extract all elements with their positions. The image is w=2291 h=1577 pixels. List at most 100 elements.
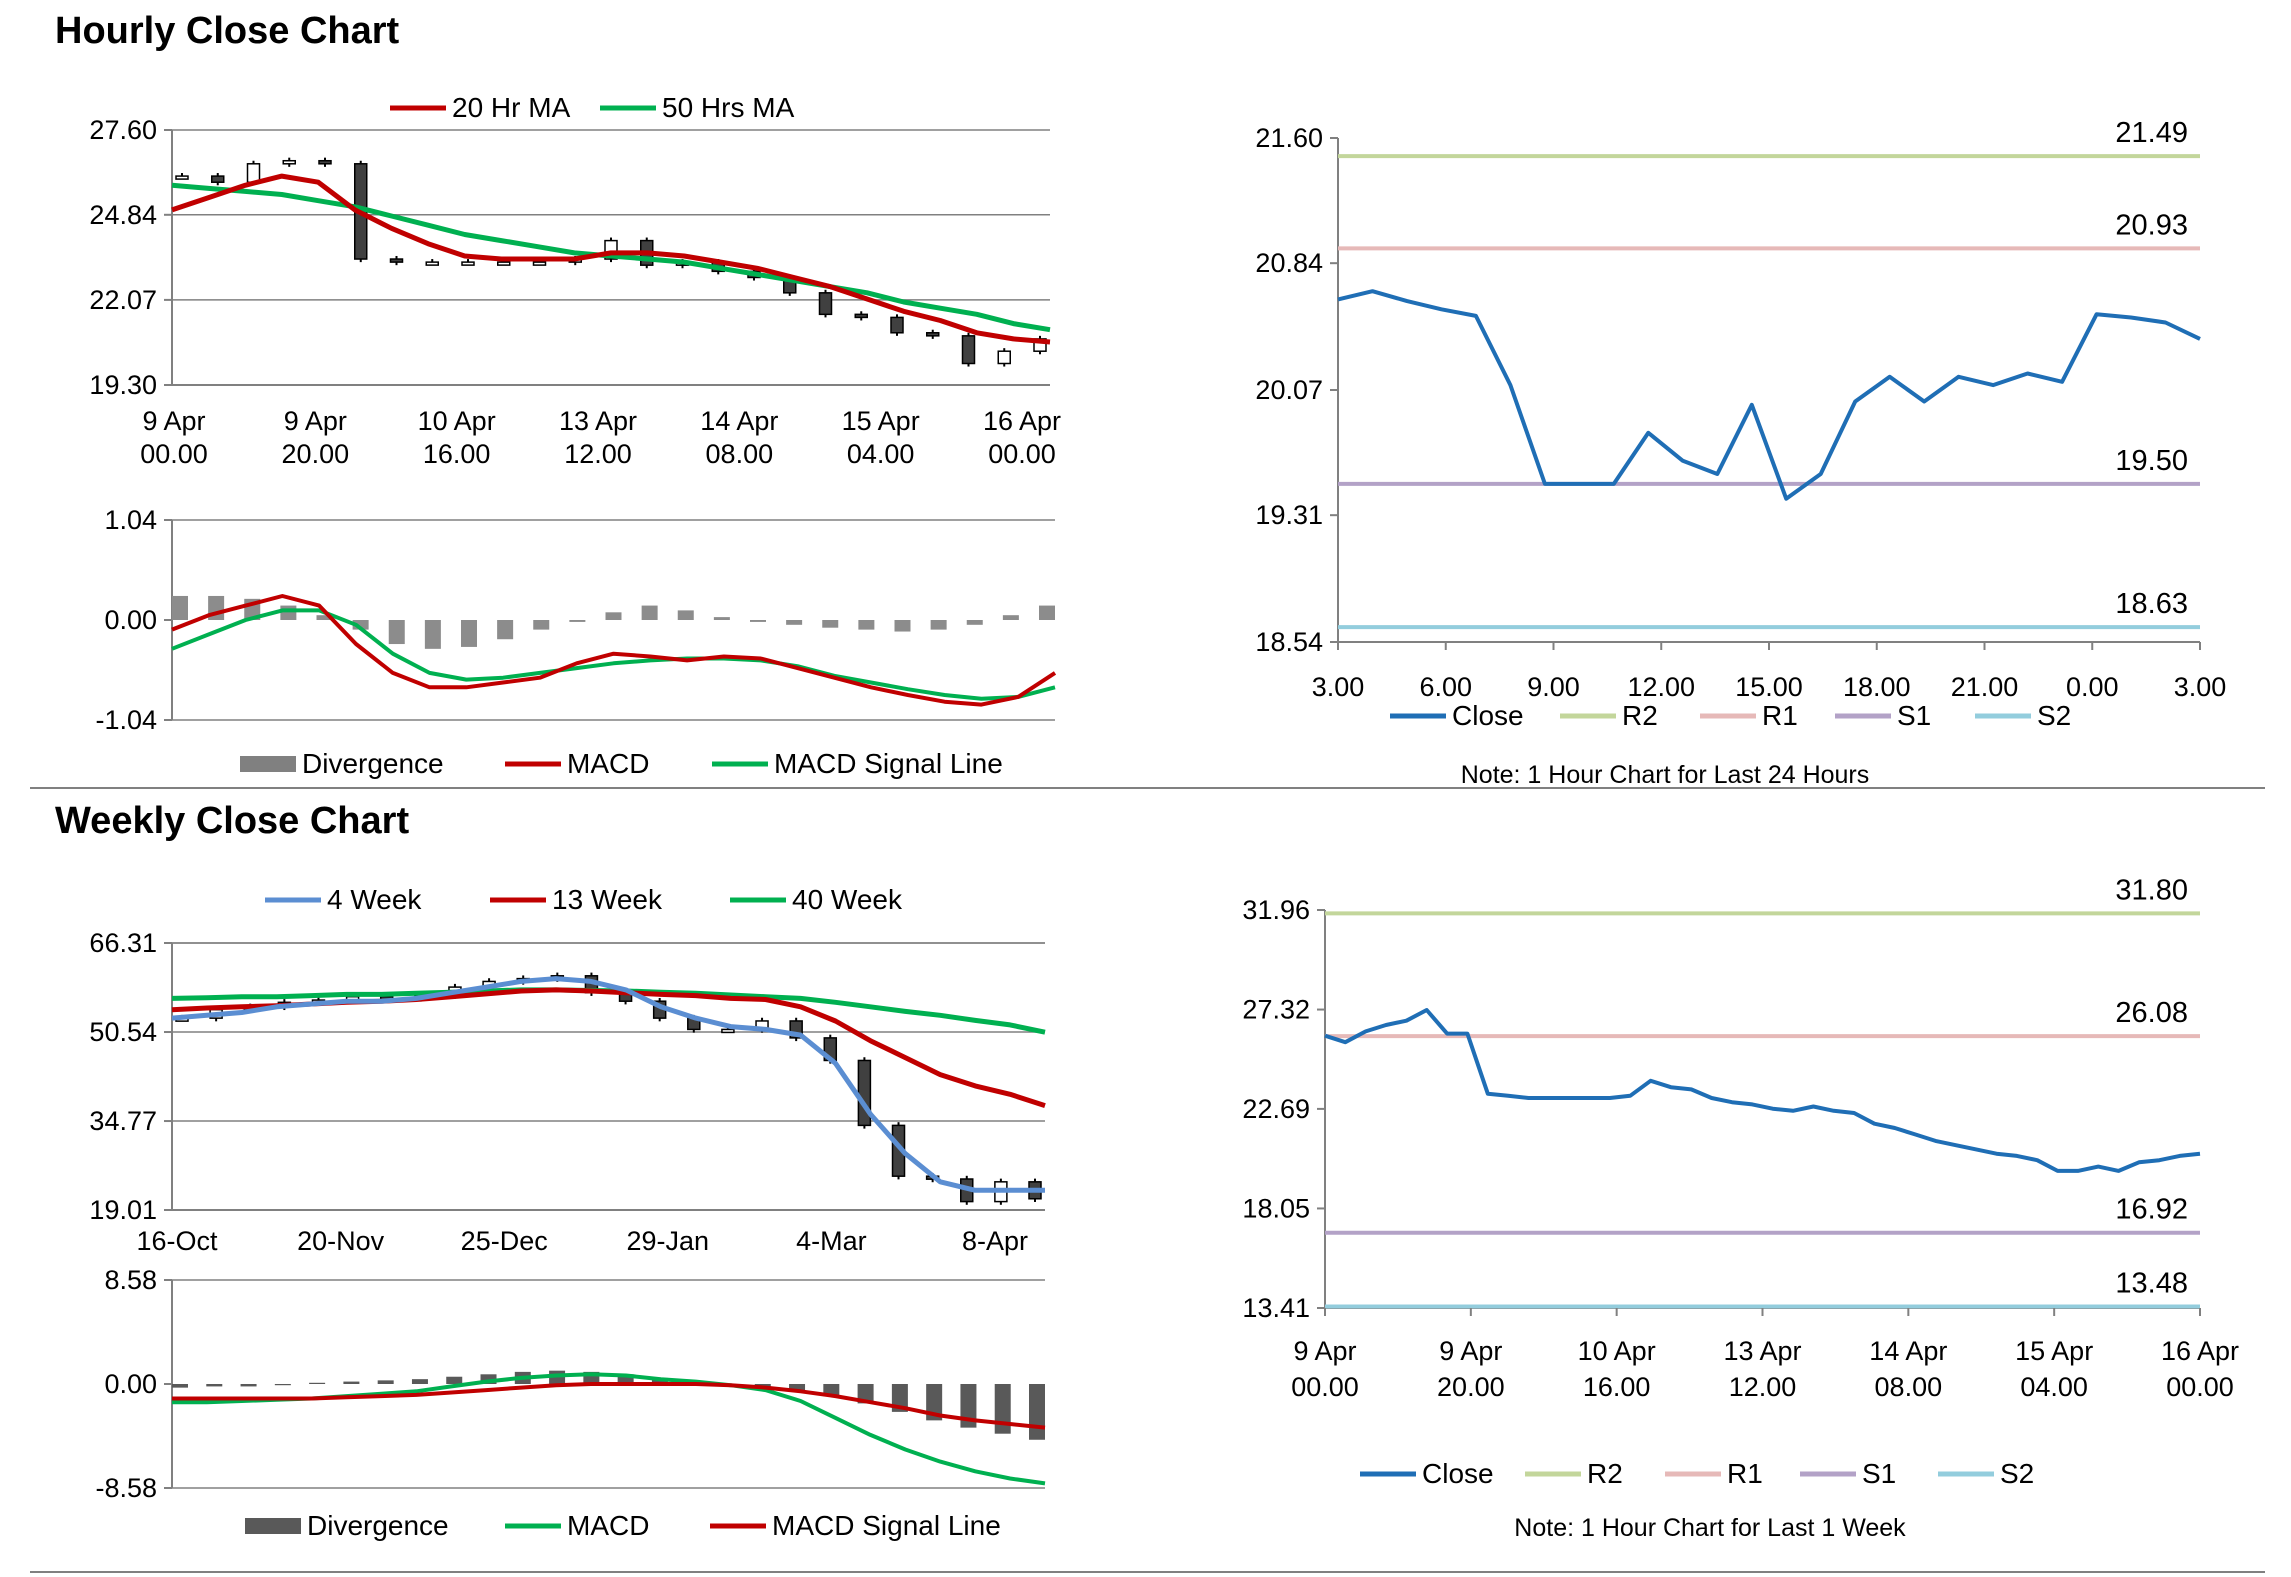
hourly-24h-legend-s2-label: S2 xyxy=(2037,700,2071,731)
hourly-macd-divergence-bar xyxy=(894,620,911,632)
weekly-macd-legend-signal-label: MACD Signal Line xyxy=(772,1510,1001,1541)
hourly-macd-divergence-bar xyxy=(605,612,622,620)
hourly-macd-divergence-bar xyxy=(822,620,839,628)
hourly-price-x-tick-time: 04.00 xyxy=(847,439,915,469)
weekly-price-x-tick-label: 4-Mar xyxy=(796,1226,867,1256)
hourly-macd-divergence-bar xyxy=(786,620,803,625)
weekly-1w-y-tick-label: 18.05 xyxy=(1242,1193,1310,1223)
hourly-macd-divergence-bar xyxy=(677,610,694,620)
weekly-1w-legend-close-label: Close xyxy=(1422,1458,1494,1489)
weekly-1w-x-tick-date: 15 Apr xyxy=(2015,1336,2093,1366)
weekly-price-candle-body xyxy=(721,1028,735,1034)
weekly-macd-legend-divergence-swatch xyxy=(245,1518,301,1534)
weekly-1w-y-tick-label: 31.96 xyxy=(1242,895,1310,925)
hourly-macd-legend-signal-label: MACD Signal Line xyxy=(774,748,1003,779)
weekly-1w-s1-label: 16.92 xyxy=(2115,1194,2188,1226)
hourly-macd-divergence-bar xyxy=(966,620,983,625)
hourly-macd-divergence-bar xyxy=(316,615,333,620)
weekly-4-week-line xyxy=(171,976,1045,1193)
hourly-24h-x-tick-label: 9.00 xyxy=(1527,672,1580,702)
hourly-price-x-tick-time: 12.00 xyxy=(564,439,632,469)
hourly-macd-divergence-bar xyxy=(280,605,297,620)
hourly-macd-divergence-bar xyxy=(641,605,658,620)
weekly-1w-x-tick-date: 9 Apr xyxy=(1439,1336,1502,1366)
hourly-24h-r2-label: 21.49 xyxy=(2115,117,2188,149)
hourly-macd-divergence-bar xyxy=(750,620,766,622)
weekly-price-x-tick-label: 16-Oct xyxy=(136,1226,218,1256)
weekly-legend-4-week-label: 4 Week xyxy=(327,884,422,915)
weekly-1w-x-tick-date: 16 Apr xyxy=(2161,1336,2239,1366)
hourly-price-y-tick-label: 27.60 xyxy=(89,115,157,145)
hourly-legend-ma50-label: 50 Hrs MA xyxy=(662,92,795,123)
hourly-24h-legend-r2-label: R2 xyxy=(1622,700,1658,731)
hourly-price-candle-body xyxy=(497,261,511,266)
weekly-1w-x-tick-date: 14 Apr xyxy=(1869,1336,1947,1366)
weekly-1w-legend-r2-label: R2 xyxy=(1587,1458,1623,1489)
hourly-macd-y-tick-label: 0.00 xyxy=(104,605,157,635)
hourly-ma50-line xyxy=(171,182,1051,333)
weekly-macd-y-tick-label: -8.58 xyxy=(95,1473,157,1503)
hourly-macd-divergence-bar xyxy=(858,620,875,630)
hourly-24h-y-tick-label: 20.07 xyxy=(1255,375,1323,405)
weekly-1w-close-line xyxy=(1324,1008,2201,1173)
weekly-macd-legend-divergence-label: Divergence xyxy=(307,1510,449,1541)
hourly-title: Hourly Close Chart xyxy=(55,10,400,52)
weekly-1w-x-tick-time: 12.00 xyxy=(1729,1372,1797,1402)
hourly-macd-divergence-bar xyxy=(352,620,369,630)
weekly-price-x-tick-label: 8-Apr xyxy=(962,1226,1028,1256)
hourly-price-y-tick-label: 19.30 xyxy=(89,370,157,400)
hourly-macd-divergence-bar xyxy=(1039,605,1055,620)
hourly-24h-note: Note: 1 Hour Chart for Last 24 Hours xyxy=(1461,761,1870,789)
hourly-macd-divergence-bar xyxy=(461,620,477,647)
weekly-macd-divergence-bar xyxy=(411,1379,428,1384)
hourly-price-candle-body xyxy=(532,261,547,266)
hourly-price-x-tick-time: 20.00 xyxy=(282,439,350,469)
hourly-macd-divergence-bar xyxy=(424,620,441,649)
weekly-price-y-tick-label: 50.54 xyxy=(89,1017,157,1047)
weekly-macd-divergence-bar xyxy=(377,1380,394,1384)
weekly-price-x-tick-label: 29-Jan xyxy=(627,1226,710,1256)
weekly-40-week-line xyxy=(171,987,1046,1035)
hourly-price-candle-body xyxy=(211,175,225,183)
weekly-1w-r2-label: 31.80 xyxy=(2115,874,2188,906)
weekly-1w-x-tick-time: 00.00 xyxy=(2166,1372,2234,1402)
weekly-macd-divergence-bar xyxy=(446,1376,463,1384)
weekly-1w-y-tick-label: 22.69 xyxy=(1242,1094,1310,1124)
weekly-macd-divergence-bar xyxy=(617,1374,634,1384)
weekly-1w-x-tick-date: 10 Apr xyxy=(1578,1336,1656,1366)
hourly-price-candle-body xyxy=(961,335,976,365)
weekly-macd-divergence-bar xyxy=(994,1384,1011,1434)
hourly-price-candle-body xyxy=(926,332,940,337)
weekly-macd-divergence-bar xyxy=(309,1382,326,1384)
weekly-macd-divergence-bar xyxy=(960,1384,977,1428)
weekly-1w-x-tick-time: 04.00 xyxy=(2020,1372,2088,1402)
weekly-1w-legend-s2-label: S2 xyxy=(2000,1458,2034,1489)
hourly-24h-s2-label: 18.63 xyxy=(2115,588,2188,620)
weekly-macd-signal-line xyxy=(172,1382,1046,1430)
hourly-price-x-tick-date: 14 Apr xyxy=(700,406,778,436)
hourly-macd-y-tick-label: -1.04 xyxy=(95,705,157,735)
hourly-24h-close-line xyxy=(1337,289,2201,501)
weekly-1w-x-tick-time: 08.00 xyxy=(1875,1372,1943,1402)
hourly-price-x-tick-date: 13 Apr xyxy=(559,406,637,436)
hourly-price-candle-body xyxy=(854,313,868,319)
hourly-24h-x-tick-label: 3.00 xyxy=(1312,672,1365,702)
weekly-macd-divergence-bar xyxy=(343,1381,360,1384)
hourly-price-x-tick-date: 10 Apr xyxy=(418,406,496,436)
hourly-macd-divergence-bar xyxy=(533,620,550,630)
hourly-price-candle-body xyxy=(425,261,439,266)
hourly-macd-y-tick-label: 1.04 xyxy=(104,505,157,535)
hourly-24h-x-tick-label: 6.00 xyxy=(1419,672,1472,702)
weekly-macd-line xyxy=(172,1372,1046,1486)
hourly-macd-legend-macd-label: MACD xyxy=(567,748,649,779)
hourly-price-candle-body xyxy=(175,175,189,180)
hourly-price-x-tick-date: 9 Apr xyxy=(142,406,205,436)
weekly-1w-x-tick-time: 00.00 xyxy=(1291,1372,1359,1402)
hourly-price-y-tick-label: 22.07 xyxy=(89,285,157,315)
hourly-price-x-tick-date: 16 Apr xyxy=(983,406,1061,436)
weekly-1w-note: Note: 1 Hour Chart for Last 1 Week xyxy=(1514,1514,1906,1542)
hourly-macd-divergence-bar xyxy=(930,620,947,630)
hourly-macd-divergence-bar xyxy=(713,617,730,620)
weekly-1w-y-tick-label: 13.41 xyxy=(1242,1293,1310,1323)
hourly-price-x-tick-date: 9 Apr xyxy=(284,406,347,436)
